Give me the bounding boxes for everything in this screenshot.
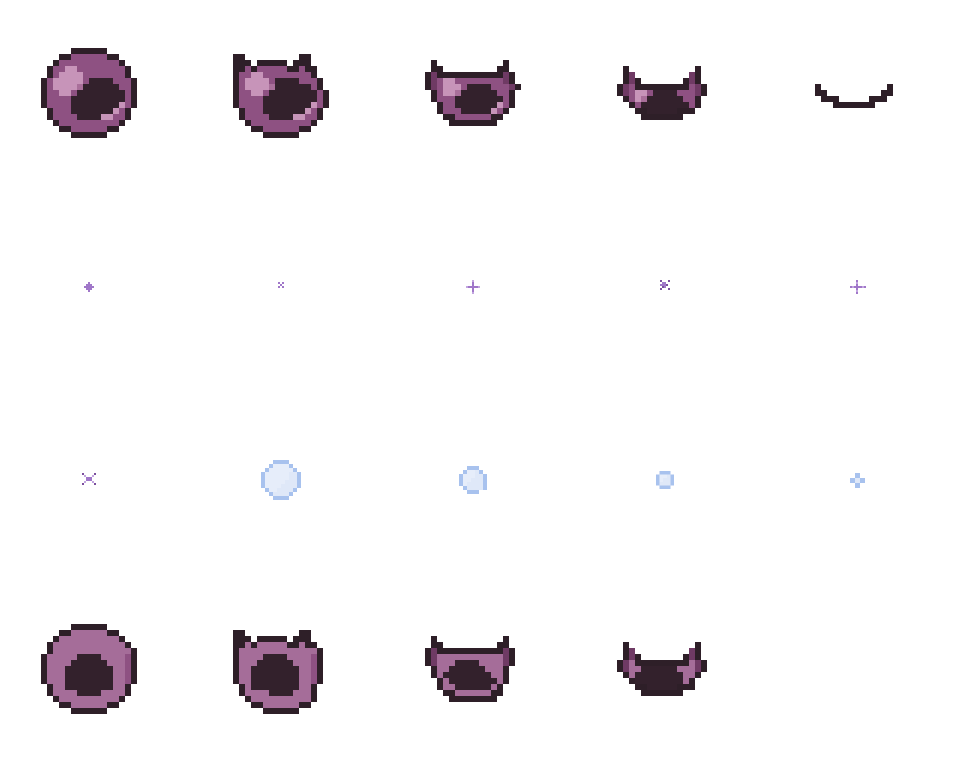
- sparkle-wide-burst-icon: [80, 471, 98, 489]
- sprite-frame-bubble-tiny[interactable]: [761, 384, 953, 576]
- sprite-frame-eye-narrow-highlight[interactable]: [377, 0, 569, 192]
- sprite-frame-bubble-small[interactable]: [569, 384, 761, 576]
- sprite-frame-eye-slit-plain[interactable]: [569, 576, 761, 768]
- bubble-large-icon: [261, 460, 301, 500]
- bubble-tiny-icon: [849, 472, 865, 488]
- sprite-frame-sparkle-four-point-star[interactable]: [761, 191, 953, 383]
- sprite-frame-eye-open-plain[interactable]: [0, 576, 185, 768]
- sprite-frame-sparkle-small-cross[interactable]: [185, 191, 377, 383]
- sprite-frame-eye-closed-line[interactable]: [761, 0, 953, 192]
- sprite-frame-sparkle-diagonal-burst[interactable]: [569, 191, 761, 383]
- eye-open-highlight-icon: [41, 48, 137, 144]
- sprite-frame-bubble-large[interactable]: [185, 384, 377, 576]
- sparkle-diagonal-burst-icon: [656, 278, 674, 296]
- eye-closed-line-icon: [809, 48, 905, 144]
- eye-slit-plain-icon: [617, 624, 713, 720]
- sprite-frame-sparkle-tiny-plus[interactable]: [0, 191, 185, 383]
- sparkle-small-cross-icon: [274, 280, 288, 294]
- sparkle-medium-plus-icon: [464, 278, 482, 296]
- sprite-frame-eye-half-plain[interactable]: [185, 576, 377, 768]
- sprite-frame-eye-open-highlight[interactable]: [0, 0, 185, 192]
- eye-open-plain-icon: [41, 624, 137, 720]
- eye-half-plain-icon: [233, 624, 329, 720]
- eye-narrow-highlight-icon: [425, 48, 521, 144]
- sprite-frame-eye-half-highlight[interactable]: [185, 0, 377, 192]
- eye-slit-highlight-icon: [617, 48, 713, 144]
- sparkle-four-point-star-icon: [848, 278, 866, 296]
- sparkle-tiny-plus-icon: [82, 280, 96, 294]
- bubble-medium-icon: [459, 466, 487, 494]
- eye-half-highlight-icon: [233, 48, 329, 144]
- sprite-frame-empty-frame[interactable]: [761, 576, 953, 768]
- bubble-small-icon: [656, 471, 674, 489]
- sprite-frame-eye-slit-highlight[interactable]: [569, 0, 761, 192]
- sprite-frame-sparkle-medium-plus[interactable]: [377, 191, 569, 383]
- sprite-frame-eye-narrow-plain[interactable]: [377, 576, 569, 768]
- sprite-frame-sparkle-wide-burst[interactable]: [0, 384, 185, 576]
- eye-narrow-plain-icon: [425, 624, 521, 720]
- sprite-frame-bubble-medium[interactable]: [377, 384, 569, 576]
